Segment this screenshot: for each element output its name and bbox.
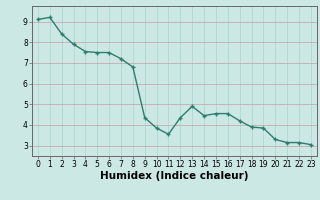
X-axis label: Humidex (Indice chaleur): Humidex (Indice chaleur) <box>100 171 249 181</box>
